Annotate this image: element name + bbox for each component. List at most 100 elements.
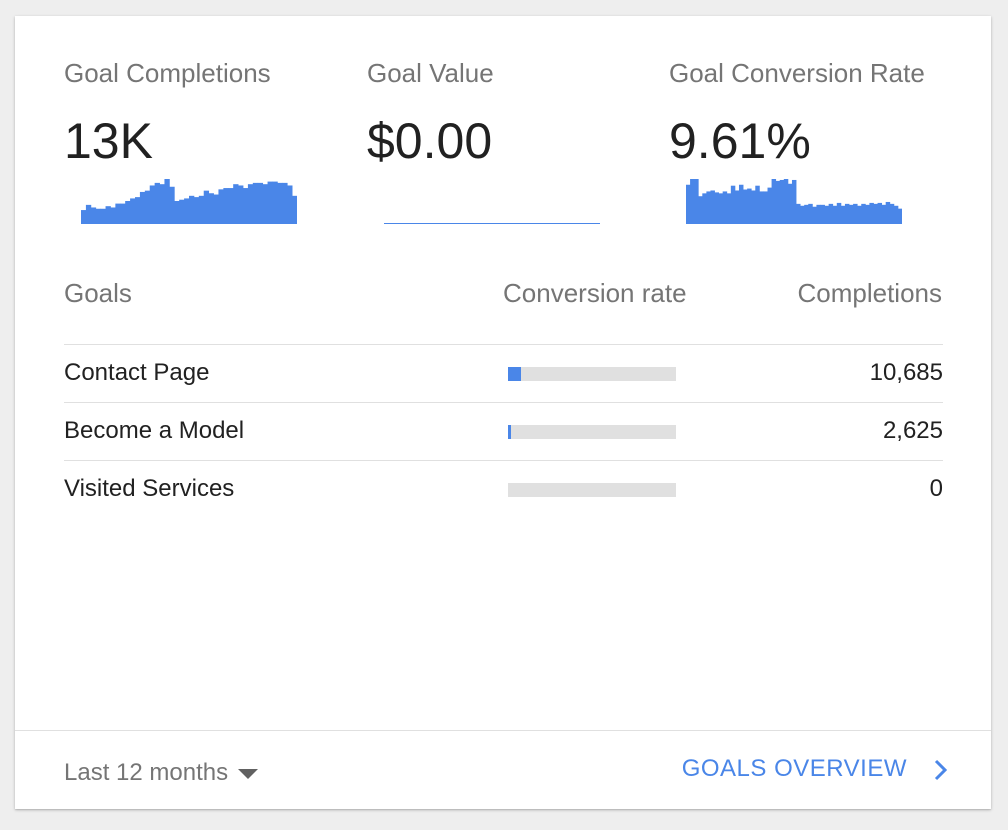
sparkline-bar bbox=[238, 185, 244, 223]
conversion-rate-fill bbox=[508, 425, 511, 439]
sparkline-bar bbox=[252, 182, 259, 223]
sparkline-bar bbox=[282, 182, 288, 223]
goal-name: Become a Model bbox=[64, 417, 245, 444]
sparkline-bar bbox=[164, 179, 170, 223]
sparkline-bar bbox=[702, 193, 707, 223]
sparkline-bar bbox=[233, 184, 239, 223]
sparkline-bar bbox=[179, 199, 185, 223]
sparkline-bar bbox=[861, 203, 866, 223]
sparkline-bar bbox=[759, 191, 764, 223]
goals-overview-label: GOALS OVERVIEW bbox=[681, 755, 907, 782]
sparkline-bar bbox=[262, 184, 268, 223]
sparkline-bar bbox=[139, 191, 146, 223]
sparkline-bar bbox=[897, 208, 902, 223]
sparkline-bar bbox=[865, 204, 870, 223]
sparkline-bar bbox=[881, 204, 887, 223]
sparkline-bar bbox=[90, 207, 97, 223]
sparkline-bar bbox=[840, 205, 846, 223]
sparkline-bar bbox=[804, 204, 809, 223]
sparkline-bar bbox=[287, 185, 293, 223]
sparkline-bar bbox=[796, 203, 801, 223]
sparkline-bar bbox=[734, 190, 740, 223]
sparkline-goal-value bbox=[384, 223, 600, 224]
sparkline-bar bbox=[869, 202, 874, 223]
sparkline-bar bbox=[257, 182, 264, 223]
sparkline-bar bbox=[110, 207, 116, 223]
sparkline-bar bbox=[243, 188, 249, 223]
date-range-label: Last 12 months bbox=[64, 759, 229, 786]
table-row[interactable]: Contact Page 10,685 bbox=[64, 344, 943, 403]
sparkline-bar bbox=[154, 182, 160, 223]
sparkline-bar bbox=[791, 179, 797, 223]
sparkline-bar bbox=[873, 203, 878, 223]
sparkline-bar bbox=[85, 204, 92, 223]
sparkline-baseline bbox=[81, 223, 297, 224]
conversion-rate-bar bbox=[508, 483, 676, 497]
sparkline-bar bbox=[144, 190, 151, 223]
sparkline-bar bbox=[849, 204, 854, 223]
conversion-rate-bar bbox=[508, 367, 676, 381]
sparkline-bar bbox=[690, 179, 695, 223]
sparkline-bar bbox=[120, 203, 126, 223]
sparkline-bar bbox=[198, 195, 205, 223]
sparkline-bar bbox=[832, 205, 838, 223]
table-row[interactable]: Visited Services 0 bbox=[64, 460, 943, 519]
sparkline-bar bbox=[193, 197, 200, 223]
sparkline-bar bbox=[81, 210, 87, 223]
sparkline-bar bbox=[743, 189, 748, 223]
sparkline-bar bbox=[808, 203, 813, 223]
metric-label: Goal Value bbox=[367, 58, 494, 88]
sparkline-bar bbox=[836, 202, 842, 223]
sparkline-bar bbox=[686, 184, 691, 223]
sparkline-bar bbox=[775, 180, 781, 223]
chevron-down-icon bbox=[238, 768, 259, 779]
sparkline-bar bbox=[115, 203, 121, 223]
sparkline-bar bbox=[718, 193, 724, 223]
sparkline-goal-conversion-rate bbox=[686, 179, 902, 224]
sparkline-bar bbox=[812, 206, 817, 223]
sparkline-bar bbox=[816, 204, 821, 223]
goal-completions: 10,685 bbox=[869, 359, 943, 386]
sparkline-bar bbox=[763, 191, 768, 223]
sparkline-bar bbox=[779, 179, 785, 223]
sparkline-bar bbox=[710, 190, 715, 223]
sparkline-bar bbox=[767, 187, 772, 223]
sparkline-baseline bbox=[384, 223, 600, 224]
metric-value: 9.61% bbox=[669, 113, 811, 169]
sparkline-bar bbox=[247, 184, 254, 223]
sparkline-bar bbox=[694, 179, 699, 223]
sparkline-bar bbox=[228, 188, 234, 223]
sparkline-bar bbox=[149, 185, 156, 223]
sparkline-bar bbox=[783, 179, 789, 223]
sparkline-bar bbox=[203, 190, 210, 223]
date-range-dropdown[interactable]: Last 12 months bbox=[64, 759, 259, 787]
table-row[interactable]: Become a Model 2,625 bbox=[64, 402, 943, 461]
sparkline-bar bbox=[272, 181, 278, 223]
sparkline-bar bbox=[889, 203, 895, 223]
column-header-goals: Goals bbox=[64, 278, 132, 308]
sparkline-bar bbox=[751, 190, 756, 223]
sparkline-bar bbox=[824, 205, 830, 223]
sparkline-bar bbox=[877, 202, 883, 223]
sparkline-bar bbox=[698, 196, 703, 223]
sparkline-bar bbox=[208, 193, 214, 223]
sparkline-bar bbox=[755, 185, 760, 223]
sparkline-bar bbox=[169, 186, 175, 223]
sparkline-bar bbox=[277, 182, 283, 223]
metric-value: 13K bbox=[64, 113, 153, 169]
sparkline-bar bbox=[730, 185, 736, 223]
sparkline-bar bbox=[292, 195, 297, 223]
sparkline-bar bbox=[184, 198, 190, 223]
metric-value: $0.00 bbox=[367, 113, 493, 169]
goals-overview-link[interactable]: GOALS OVERVIEW bbox=[682, 755, 949, 783]
goal-name: Visited Services bbox=[64, 475, 235, 502]
chevron-right-icon bbox=[934, 759, 948, 780]
sparkline-bar bbox=[726, 193, 732, 223]
sparkline-bar bbox=[738, 184, 744, 223]
goal-completions: 0 bbox=[929, 475, 943, 502]
sparkline-bar bbox=[135, 197, 141, 223]
sparkline-bar bbox=[218, 189, 224, 223]
sparkline-goal-completions bbox=[81, 179, 297, 224]
sparkline-bar bbox=[771, 179, 777, 223]
sparkline-bar bbox=[800, 205, 805, 223]
